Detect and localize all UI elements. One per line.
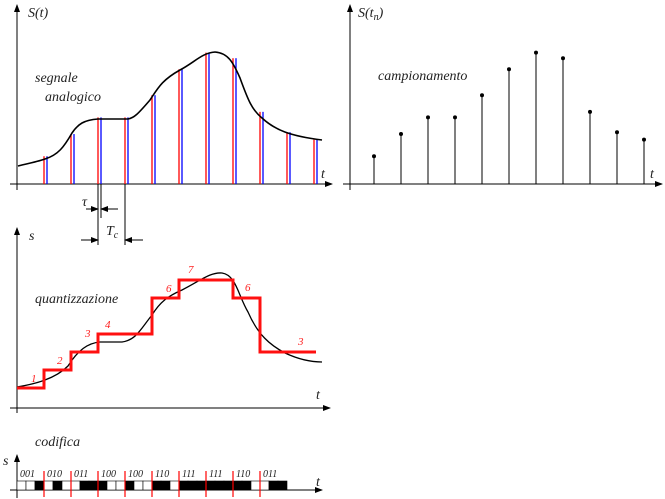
- bit-cell: [52, 480, 63, 491]
- coding-panel: s t codifica 001 010 011 100 100 110 111 111 110…: [3, 435, 323, 498]
- quant-caption: quantizzazione: [35, 292, 118, 307]
- level-label: 3: [297, 336, 304, 348]
- bit-cell: [16, 480, 27, 491]
- sample-point: [372, 154, 376, 159]
- bit-cell: [214, 480, 225, 491]
- code-word: 001: [20, 469, 35, 480]
- bit-cell: [151, 480, 162, 491]
- sampling-caption: campionamento: [378, 69, 467, 84]
- analog-x-label: t: [321, 167, 326, 182]
- sampling-panel: S(tn) t campionamento: [343, 4, 663, 190]
- sample-point: [561, 56, 565, 61]
- analog-caption-1: segnale: [35, 71, 78, 86]
- quant-y-label: s: [29, 229, 35, 244]
- level-label: 7: [188, 264, 194, 276]
- sample-lines: [43, 52, 318, 184]
- bit-cell: [70, 480, 81, 491]
- code-word: 011: [74, 469, 88, 480]
- sample-point: [453, 115, 457, 120]
- bit-cell: [169, 480, 180, 491]
- tc-label: Tc: [106, 224, 119, 241]
- level-label: 3: [84, 328, 91, 340]
- quant-level-labels: 1 2 3 4 6 7 6 3: [31, 264, 304, 385]
- sample-point: [615, 130, 619, 135]
- sampling-y-label: S(tn): [358, 6, 384, 23]
- analog-caption-2: analogico: [45, 90, 101, 105]
- bit-cell: [124, 480, 135, 491]
- sampling-x-label: t: [650, 167, 655, 182]
- bit-cell: [25, 480, 36, 491]
- level-label: 2: [57, 355, 63, 367]
- bit-cell: [178, 480, 189, 491]
- bit-cell: [142, 480, 153, 491]
- quantization-panel: s t quantizzazione 1 2 3 4 6 7 6 3: [10, 227, 331, 413]
- bit-cell: [259, 480, 270, 491]
- bit-cell: [160, 480, 171, 491]
- bit-cell: [43, 480, 54, 491]
- quant-x-label: t: [316, 388, 321, 403]
- bit-cell: [133, 480, 144, 491]
- sample-point: [426, 115, 430, 120]
- code-word: 011: [263, 469, 277, 480]
- bit-cell: [34, 480, 45, 491]
- coding-caption: codifica: [35, 435, 80, 450]
- bit-cell: [187, 480, 198, 491]
- bit-cell: [223, 480, 234, 491]
- bit-cell: [205, 480, 216, 491]
- bit-cell: [232, 480, 243, 491]
- bit-cell: [79, 480, 90, 491]
- bit-cell: [268, 480, 279, 491]
- bit-cell: [241, 480, 252, 491]
- sample-stems: [372, 50, 646, 184]
- bit-cell: [277, 480, 288, 491]
- level-label: 6: [166, 283, 172, 295]
- coding-y-label: s: [3, 454, 9, 469]
- sample-point: [399, 132, 403, 137]
- sample-point: [534, 50, 538, 55]
- code-word: 110: [236, 469, 250, 480]
- bit-cell: [97, 480, 108, 491]
- bit-cell: [115, 480, 126, 491]
- code-word: 100: [101, 469, 116, 480]
- bit-stream: 001 010 011 100 100 110 111 111 110 011: [16, 469, 288, 497]
- bit-cell: [106, 480, 117, 491]
- bit-cell: [88, 480, 99, 491]
- sample-point: [642, 137, 646, 142]
- sample-point: [480, 93, 484, 98]
- sample-point: [507, 67, 511, 72]
- code-word: 010: [47, 469, 62, 480]
- analog-curve: [17, 51, 323, 167]
- code-word: 110: [155, 469, 169, 480]
- quantized-staircase: [17, 278, 316, 390]
- code-word: 111: [209, 469, 223, 480]
- bit-cell: [196, 480, 207, 491]
- analog-y-label: S(t): [28, 6, 49, 21]
- code-word: 100: [128, 469, 143, 480]
- level-label: 6: [245, 282, 251, 294]
- bit-cell: [61, 480, 72, 491]
- level-label: 4: [105, 319, 111, 331]
- coding-x-label: t: [316, 475, 321, 490]
- bit-cell: [250, 480, 261, 491]
- quant-analog-curve: [16, 272, 323, 388]
- code-word: 111: [182, 469, 196, 480]
- analog-panel: S(t) t segnale analogico τ Tc: [10, 4, 333, 245]
- level-label: 1: [31, 373, 37, 385]
- sample-point: [588, 109, 592, 114]
- tau-label: τ: [82, 195, 88, 210]
